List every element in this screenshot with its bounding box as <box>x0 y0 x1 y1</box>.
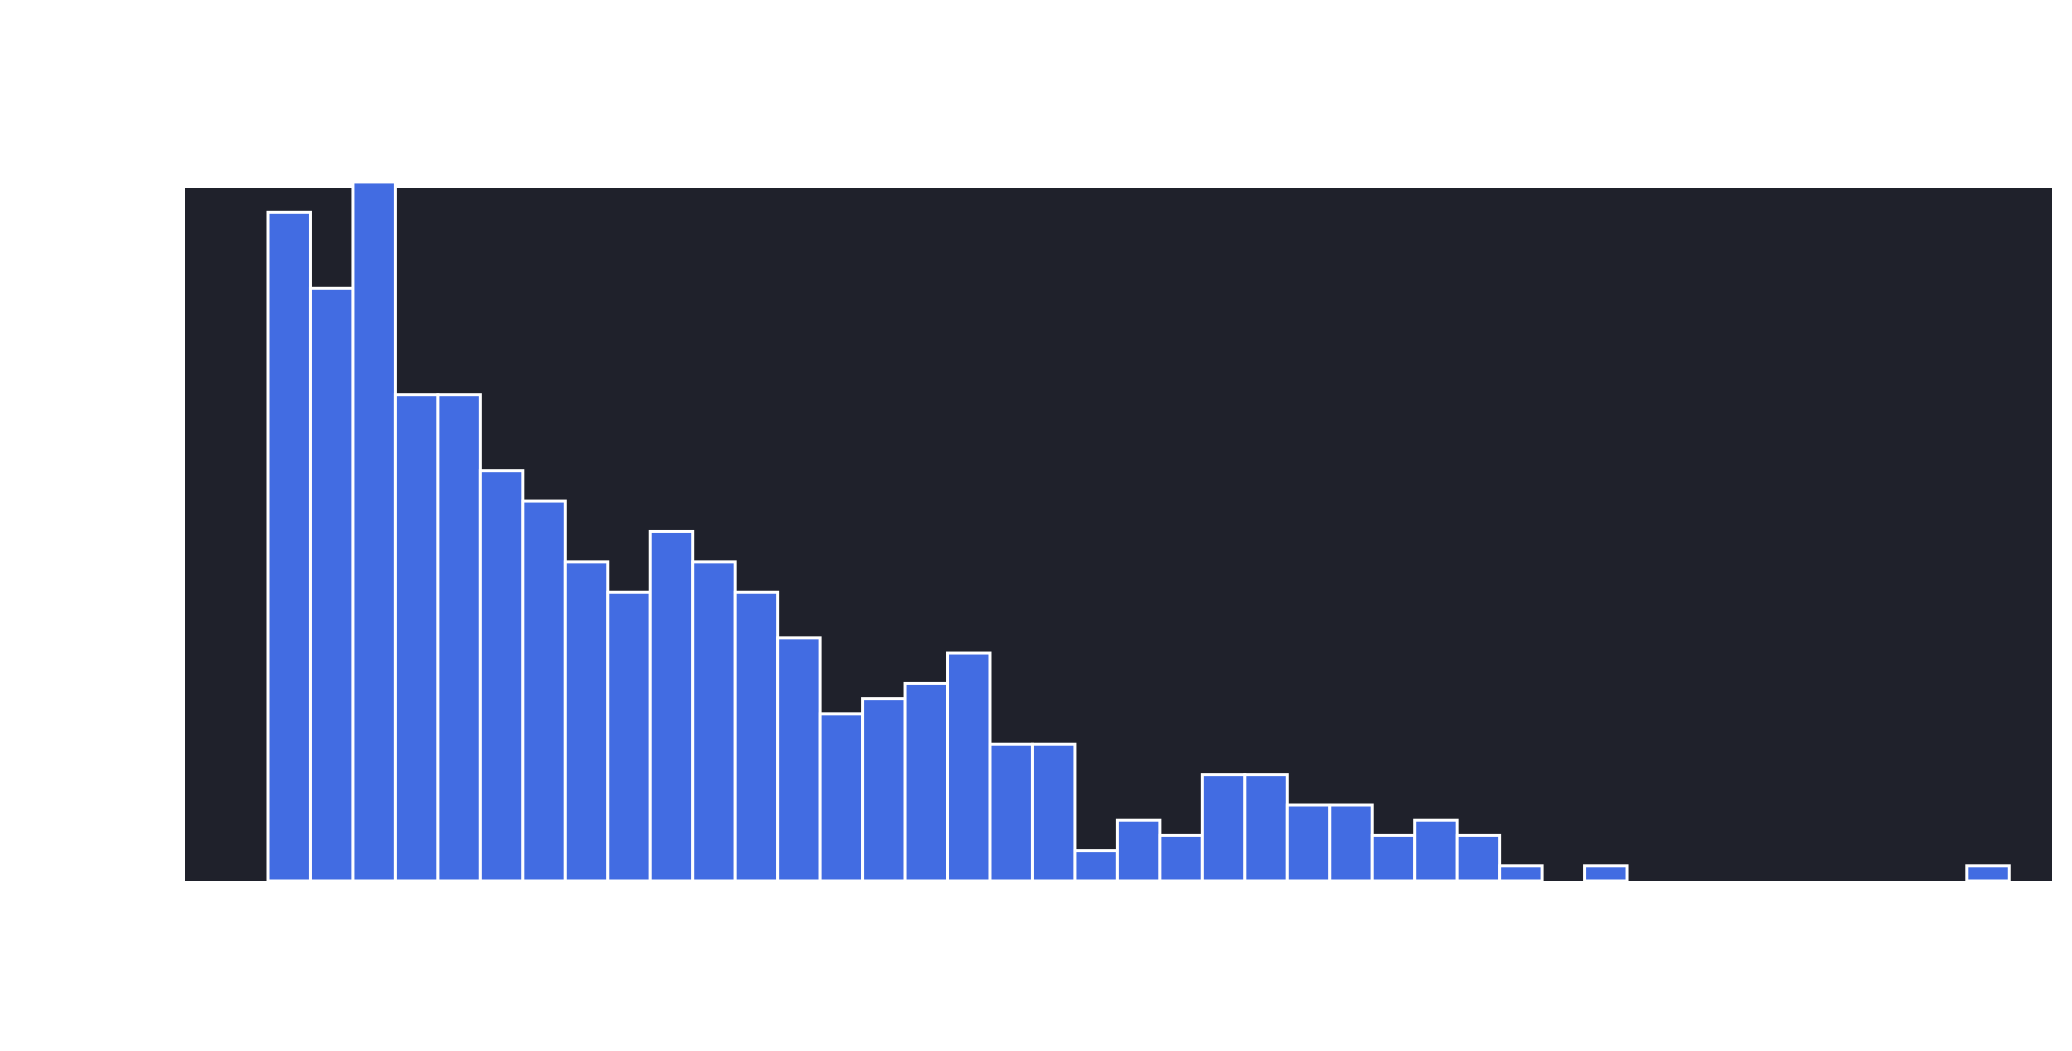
histogram-bar <box>648 529 695 883</box>
histogram-bar <box>478 469 525 883</box>
histogram-bar <box>1285 803 1332 883</box>
histogram-bar <box>1030 742 1077 883</box>
histogram-bar <box>1158 833 1204 883</box>
histogram-bar <box>1413 818 1459 883</box>
histogram-bar <box>691 560 737 883</box>
histogram-bar <box>1965 864 2011 883</box>
histogram-bar <box>266 210 312 883</box>
histogram-bar <box>946 651 992 883</box>
histogram-bar <box>563 560 610 883</box>
histogram-bar <box>1073 849 1119 883</box>
histogram-bar <box>988 742 1034 883</box>
bar-group <box>266 180 2011 883</box>
histogram-bar <box>521 499 567 883</box>
histogram-bar <box>606 590 652 883</box>
histogram-bar <box>818 712 865 883</box>
histogram-bar <box>903 681 950 883</box>
histogram-bar <box>733 590 780 883</box>
histogram-bar <box>1243 773 1289 883</box>
histogram-bar <box>1498 864 1544 883</box>
histogram-bar <box>393 393 440 883</box>
histogram-bar <box>1328 803 1374 883</box>
histogram-bar <box>1455 833 1502 883</box>
histogram-bar <box>308 286 355 883</box>
histogram-bar <box>436 393 482 883</box>
histogram-bar <box>861 697 907 883</box>
histogram-bar <box>1115 818 1162 883</box>
histogram-bar <box>351 180 397 883</box>
histogram-bar <box>776 636 822 883</box>
histogram-bar <box>1370 833 1417 883</box>
histogram-bar <box>1583 864 1629 883</box>
histogram-bar <box>1200 773 1247 883</box>
